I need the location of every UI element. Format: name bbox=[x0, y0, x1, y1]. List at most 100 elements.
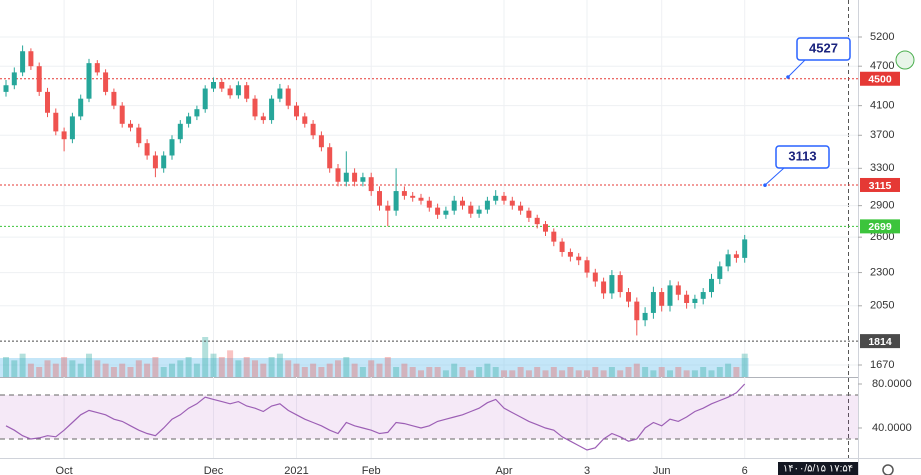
volume-bar bbox=[617, 370, 624, 377]
candle-body bbox=[36, 66, 42, 92]
candle-body bbox=[518, 205, 524, 211]
candle-body bbox=[144, 143, 150, 156]
candle-body bbox=[700, 292, 706, 299]
candle-body bbox=[634, 301, 640, 321]
x-tick-label: 2021 bbox=[284, 465, 308, 475]
volume-bar bbox=[301, 367, 308, 377]
volume-bar bbox=[691, 370, 698, 377]
level-label-bg bbox=[860, 334, 900, 349]
volume-bar bbox=[169, 363, 175, 377]
volume-bar bbox=[434, 367, 441, 377]
volume-bar bbox=[633, 363, 640, 377]
volume-bar bbox=[351, 363, 358, 377]
candle-body bbox=[401, 191, 407, 196]
icon-button[interactable] bbox=[895, 50, 915, 70]
grid bbox=[0, 0, 858, 458]
volume-bar bbox=[575, 370, 582, 377]
volume-bar bbox=[484, 363, 491, 377]
level-label-bg bbox=[860, 219, 900, 234]
level-label: 3115 bbox=[869, 180, 892, 192]
candle-body bbox=[194, 109, 200, 117]
candle-body bbox=[285, 88, 291, 106]
volume-bar bbox=[27, 363, 34, 377]
volume-bar bbox=[426, 367, 433, 377]
y-tick-label: 1670 bbox=[870, 359, 894, 371]
candle-body bbox=[484, 200, 490, 210]
volume-bar bbox=[210, 353, 217, 377]
rsi-band bbox=[0, 394, 858, 439]
candle-body bbox=[202, 88, 208, 110]
callout-pointer bbox=[787, 59, 806, 78]
candle-body bbox=[509, 200, 515, 206]
candle-body bbox=[543, 224, 548, 232]
candle-body bbox=[161, 155, 167, 169]
candle-body bbox=[385, 205, 391, 211]
y-tick-label: 2900 bbox=[870, 200, 894, 212]
candle-body bbox=[343, 172, 349, 182]
candle-body bbox=[352, 172, 358, 182]
candle-body bbox=[650, 292, 656, 313]
x-tick-label: 3 bbox=[584, 465, 590, 475]
candle-body bbox=[28, 51, 34, 67]
y-tick-label: 2300 bbox=[870, 266, 894, 278]
rsi-line bbox=[5, 383, 746, 451]
volume-bar bbox=[401, 363, 408, 377]
candle-body bbox=[393, 191, 399, 211]
level-label-bg bbox=[860, 177, 900, 192]
volume-bar bbox=[550, 367, 557, 377]
candle-body bbox=[709, 278, 714, 293]
y-tick-label: 3300 bbox=[870, 162, 894, 174]
candle-body bbox=[269, 98, 275, 121]
candle-body bbox=[78, 98, 84, 117]
candle-body bbox=[742, 239, 748, 258]
candle-body bbox=[3, 85, 9, 92]
candle-body bbox=[169, 139, 175, 156]
candle-body bbox=[152, 155, 158, 169]
candle-body bbox=[377, 191, 382, 206]
candle-body bbox=[592, 272, 598, 282]
volume-bar bbox=[476, 367, 483, 377]
volume-bar bbox=[451, 363, 458, 377]
callout-anchor bbox=[763, 183, 767, 187]
volume-bar bbox=[592, 367, 599, 377]
volume-bar bbox=[542, 370, 549, 377]
volume-bar bbox=[459, 367, 466, 377]
candle-body bbox=[86, 63, 92, 99]
volume-bar bbox=[335, 360, 341, 377]
candle-body bbox=[642, 312, 648, 321]
callout-pointer bbox=[764, 167, 785, 186]
volume-bar bbox=[658, 367, 665, 377]
callout-text: 4527 bbox=[809, 40, 838, 55]
candle-body bbox=[128, 123, 133, 128]
candle-body bbox=[493, 195, 499, 201]
candle-body bbox=[559, 241, 565, 252]
volume-bar bbox=[368, 360, 375, 377]
volume-bar bbox=[86, 353, 92, 377]
settings-icon[interactable] bbox=[882, 464, 894, 475]
callout-box bbox=[775, 145, 830, 169]
volume-bar bbox=[44, 360, 51, 377]
candle-body bbox=[601, 281, 607, 294]
candle-body bbox=[451, 200, 457, 211]
candle-body bbox=[368, 177, 374, 192]
candle-body bbox=[692, 298, 698, 303]
date-label: ۱۴۰۰/۵/۱۵ ۱۷:۵۴ bbox=[783, 464, 853, 475]
candle-body bbox=[410, 195, 416, 198]
volume-bar bbox=[384, 357, 391, 377]
candle-body bbox=[119, 105, 125, 124]
candle-body bbox=[426, 200, 432, 208]
candle-body bbox=[418, 197, 424, 201]
y-tick-label: 4700 bbox=[870, 60, 894, 72]
candle-body bbox=[501, 195, 507, 201]
volume-bar bbox=[268, 357, 275, 377]
x-tick-label: Apr bbox=[495, 465, 512, 475]
volume-bar bbox=[667, 370, 673, 377]
candle-body bbox=[460, 200, 465, 206]
candle-body bbox=[576, 256, 582, 261]
candle-body bbox=[443, 210, 449, 215]
volume-bar bbox=[650, 370, 657, 377]
volume-bar bbox=[193, 363, 200, 377]
volume-bar bbox=[252, 360, 258, 377]
candle-body bbox=[327, 147, 333, 169]
